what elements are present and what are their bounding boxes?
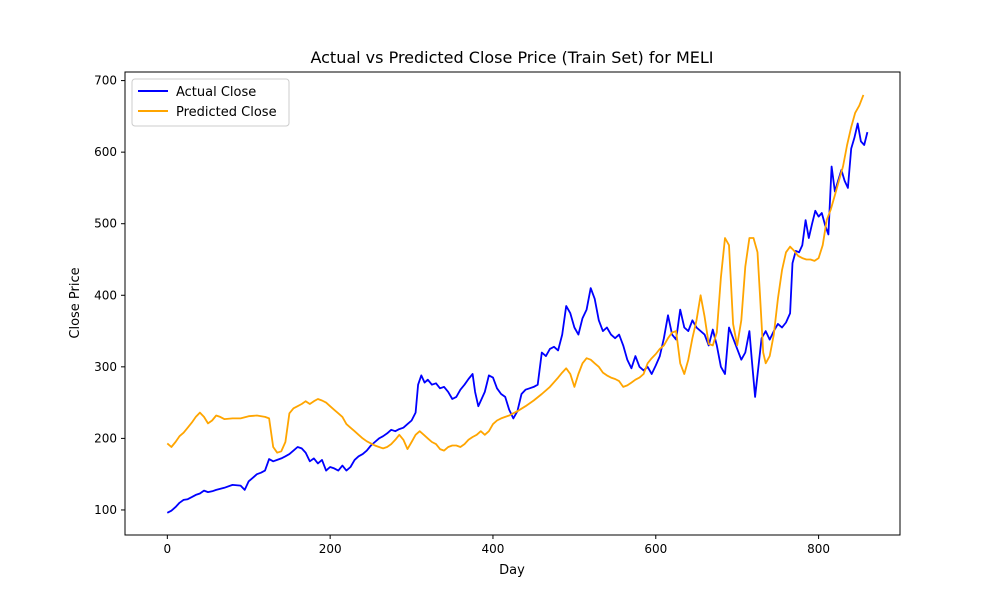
legend-label-predicted-close: Predicted Close [176,105,277,120]
legend: Actual Close Predicted Close [131,78,290,127]
series-line-actual-close [166,122,869,514]
legend-box [131,78,290,127]
x-tick-label: 600 [644,542,667,556]
y-tick-label: 100 [94,503,117,517]
x-axis-label: Day [499,563,525,578]
x-tick-label: 0 [164,542,172,556]
x-axis: 0 200 400 600 800 [164,535,830,556]
y-tick-label: 500 [94,217,117,231]
y-tick-label: 700 [94,74,117,88]
y-axis: 100 200 300 400 500 600 700 [94,74,125,517]
x-tick-label: 800 [807,542,830,556]
plot-area [124,71,901,536]
series-layer [166,94,869,514]
plot-frame [124,71,901,536]
y-tick-label: 400 [94,288,117,302]
y-tick-label: 200 [94,431,117,445]
legend-label-actual-close: Actual Close [176,85,256,100]
y-tick-label: 300 [94,360,117,374]
x-tick-label: 400 [482,542,505,556]
chart-title: Actual vs Predicted Close Price (Train S… [310,48,713,67]
series-line-predicted-close [166,94,865,454]
x-tick-label: 200 [319,542,342,556]
y-tick-label: 600 [94,145,117,159]
plot-background [125,72,900,535]
y-axis-label: Close Price [68,267,83,338]
